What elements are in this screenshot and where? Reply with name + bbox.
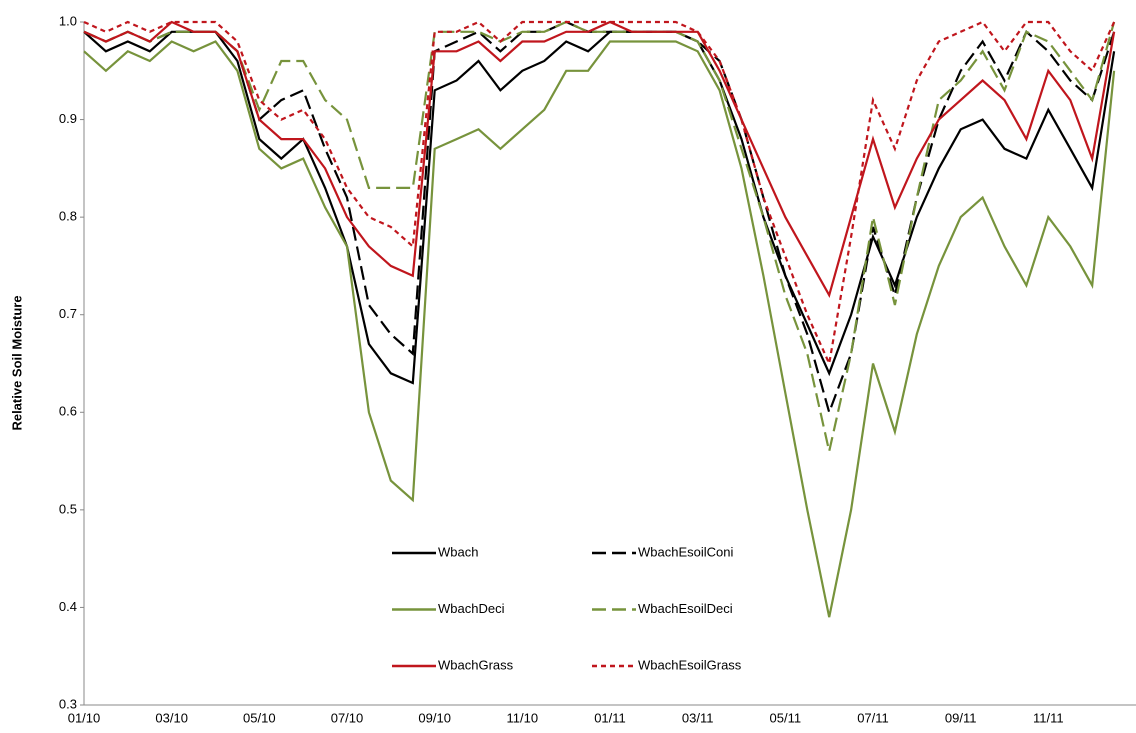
x-tick-label: 05/10 xyxy=(243,710,276,725)
series-line xyxy=(83,40,1116,618)
y-tick-label: 0.3 xyxy=(59,696,77,711)
x-tick-label: 05/11 xyxy=(770,710,802,725)
y-tick-label: 0.8 xyxy=(59,209,77,224)
legend-label: WbachEsoilConi xyxy=(638,544,733,559)
x-tick-label: 03/10 xyxy=(155,710,188,725)
x-tick-label: 09/10 xyxy=(418,710,451,725)
x-tick-label: 01/11 xyxy=(594,710,626,725)
y-tick-label: 0.6 xyxy=(59,404,77,419)
series-line xyxy=(83,30,1116,385)
y-axis-label: Relative Soil Moisture xyxy=(9,295,24,430)
y-tick-label: 0.5 xyxy=(59,501,77,516)
x-tick-label: 03/11 xyxy=(682,710,714,725)
x-tick-label: 07/10 xyxy=(331,710,364,725)
y-tick-label: 0.9 xyxy=(59,111,77,126)
series-line xyxy=(83,20,1116,452)
x-tick-label: 01/10 xyxy=(68,710,101,725)
series-line xyxy=(83,20,1116,299)
y-tick-label: 1.0 xyxy=(59,13,77,28)
x-tick-label: 09/11 xyxy=(945,710,977,725)
x-tick-label: 07/11 xyxy=(857,710,889,725)
legend-label: WbachDeci xyxy=(438,601,505,616)
y-tick-label: 0.7 xyxy=(59,306,77,321)
legend-label: WbachEsoilGrass xyxy=(638,657,742,672)
legend-label: WbachGrass xyxy=(438,657,514,672)
x-tick-label: 11/10 xyxy=(507,710,539,725)
legend-label: Wbach xyxy=(438,544,478,559)
x-tick-label: 11/11 xyxy=(1033,710,1064,725)
legend-label: WbachEsoilDeci xyxy=(638,601,733,616)
y-tick-label: 0.4 xyxy=(59,599,77,614)
